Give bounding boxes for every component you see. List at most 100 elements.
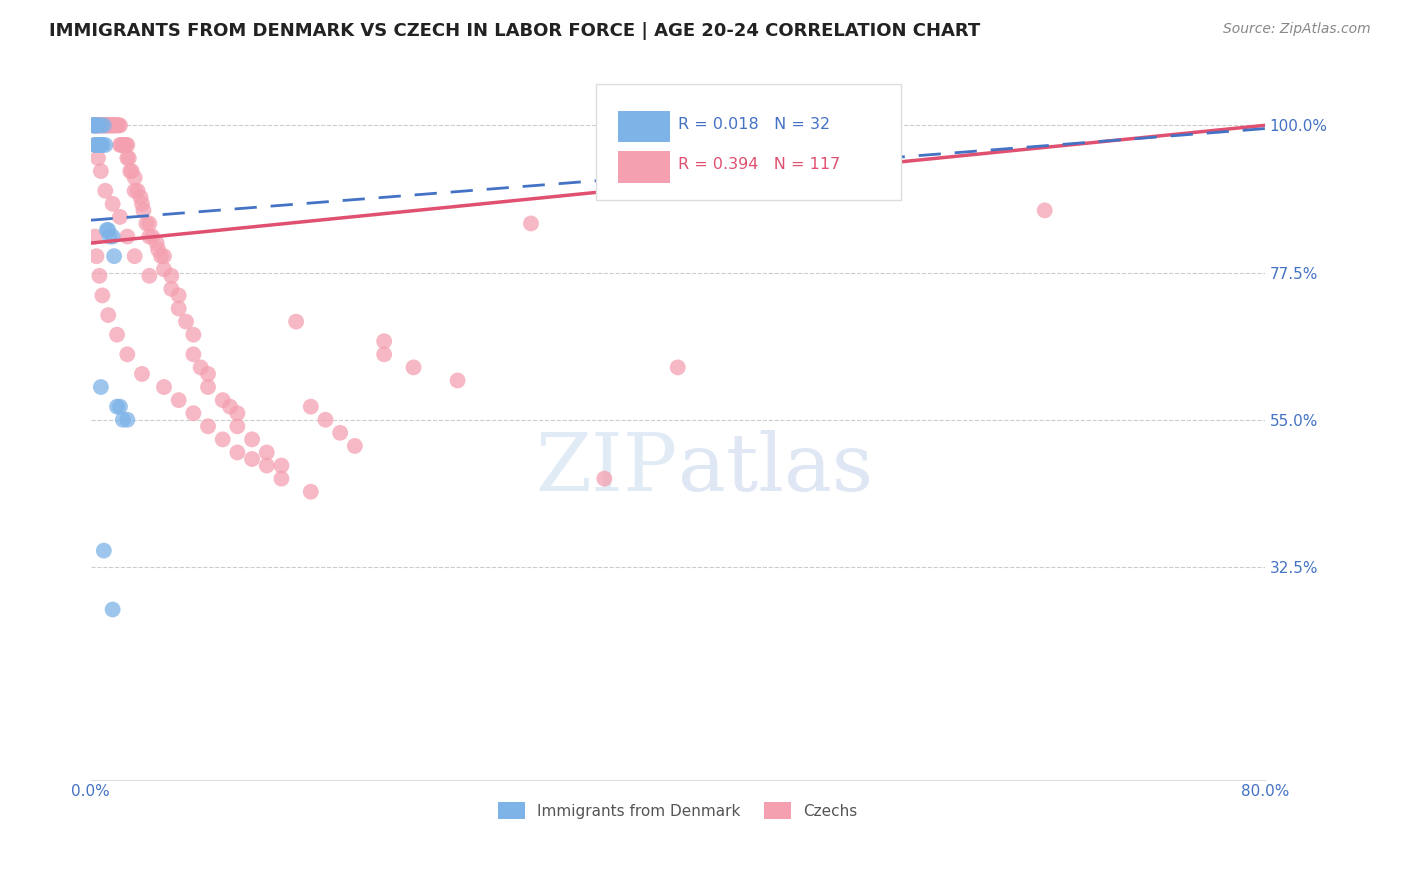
Point	[124, 184, 146, 198]
Point	[112, 138, 135, 153]
Point	[93, 118, 115, 132]
Point	[84, 118, 107, 132]
FancyBboxPatch shape	[617, 112, 669, 142]
Point	[138, 217, 160, 231]
Point	[124, 170, 146, 185]
Point	[132, 203, 155, 218]
Point	[91, 118, 114, 132]
Point	[211, 393, 233, 408]
Point	[97, 223, 120, 237]
Point	[105, 327, 128, 342]
Point	[256, 458, 278, 473]
Point	[108, 210, 131, 224]
Point	[84, 118, 107, 132]
Point	[90, 118, 112, 132]
Point	[138, 229, 160, 244]
Text: atlas: atlas	[678, 430, 873, 508]
Point	[167, 301, 190, 316]
Point	[101, 197, 124, 211]
Text: Source: ZipAtlas.com: Source: ZipAtlas.com	[1223, 22, 1371, 37]
Point	[98, 118, 121, 132]
Point	[197, 380, 219, 394]
Point	[90, 118, 112, 132]
Point	[86, 118, 108, 132]
Point	[211, 433, 233, 447]
Point	[219, 400, 242, 414]
Point	[593, 472, 616, 486]
Point	[1033, 203, 1056, 218]
Point	[96, 223, 118, 237]
Point	[314, 413, 336, 427]
Point	[94, 184, 117, 198]
Point	[520, 217, 543, 231]
Point	[97, 308, 120, 322]
Point	[96, 118, 118, 132]
Point	[117, 138, 139, 153]
Point	[97, 118, 120, 132]
FancyBboxPatch shape	[596, 84, 901, 200]
Point	[86, 118, 108, 132]
Point	[329, 425, 352, 440]
Point	[160, 268, 183, 283]
Point	[94, 138, 117, 153]
Point	[115, 138, 138, 153]
Point	[83, 118, 105, 132]
Point	[110, 138, 132, 153]
Point	[117, 151, 139, 165]
Point	[93, 118, 115, 132]
Point	[373, 347, 395, 361]
Point	[86, 138, 108, 153]
Point	[84, 138, 107, 153]
Point	[101, 118, 124, 132]
Point	[100, 118, 122, 132]
Point	[256, 445, 278, 459]
Point	[270, 458, 292, 473]
Point	[118, 151, 141, 165]
Point	[91, 138, 114, 153]
Point	[97, 118, 120, 132]
Point	[86, 118, 108, 132]
Point	[183, 406, 205, 420]
Point	[94, 118, 117, 132]
Point	[120, 164, 142, 178]
Point	[270, 472, 292, 486]
Point	[104, 118, 127, 132]
Point	[131, 197, 153, 211]
Point	[105, 118, 128, 132]
Point	[145, 236, 167, 251]
Point	[84, 229, 107, 244]
Point	[93, 118, 115, 132]
Point	[86, 249, 108, 263]
Point	[98, 118, 121, 132]
Point	[226, 445, 249, 459]
Text: R = 0.018   N = 32: R = 0.018 N = 32	[678, 117, 830, 132]
Point	[111, 138, 134, 153]
Point	[117, 229, 139, 244]
Point	[129, 190, 152, 204]
Point	[117, 347, 139, 361]
Point	[190, 360, 212, 375]
Point	[80, 118, 103, 132]
Point	[87, 118, 110, 132]
Point	[153, 380, 176, 394]
Point	[89, 118, 111, 132]
Point	[153, 249, 176, 263]
Point	[197, 367, 219, 381]
Point	[666, 360, 689, 375]
Point	[138, 268, 160, 283]
Point	[101, 602, 124, 616]
Point	[103, 249, 125, 263]
Point	[373, 334, 395, 349]
Point	[141, 229, 163, 244]
Point	[108, 138, 131, 153]
Point	[124, 249, 146, 263]
Point	[160, 282, 183, 296]
Point	[90, 118, 112, 132]
Point	[83, 118, 105, 132]
Point	[105, 118, 128, 132]
Point	[197, 419, 219, 434]
Point	[101, 229, 124, 244]
Point	[87, 118, 110, 132]
Point	[285, 315, 308, 329]
Text: R = 0.394   N = 117: R = 0.394 N = 117	[678, 157, 839, 172]
